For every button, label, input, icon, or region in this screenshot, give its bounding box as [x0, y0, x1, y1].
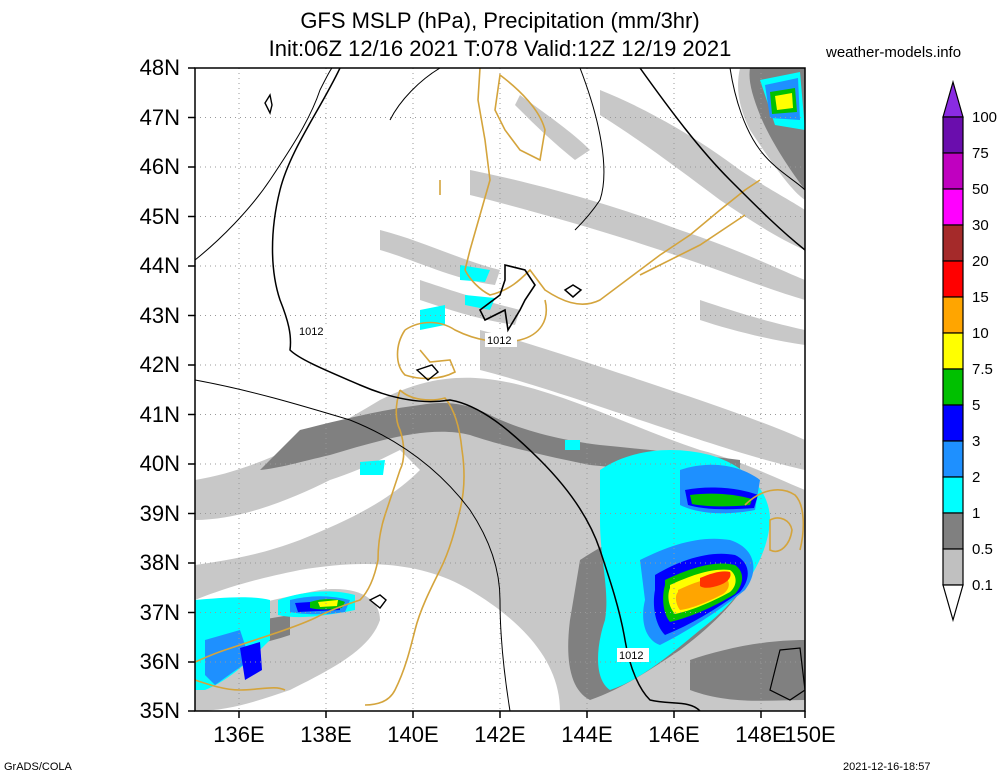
legend-label: 75 — [972, 145, 989, 162]
lon-label: 146E — [648, 722, 700, 747]
lon-label: 136E — [213, 722, 265, 747]
lat-label: 48N — [139, 55, 180, 80]
legend-label: 1 — [972, 505, 981, 522]
legend-swatch — [942, 116, 964, 154]
lon-label: 150E — [784, 722, 836, 747]
legend-swatch — [942, 260, 964, 298]
legend-label: 0.1 — [972, 577, 993, 594]
legend-label: 2 — [972, 469, 981, 486]
isobar-labels: 1012 1012 1012 — [297, 324, 649, 662]
legend-swatch — [942, 368, 964, 406]
isobar-label: 1012 — [619, 650, 643, 662]
footer-software: GrADS/COLA — [4, 761, 72, 773]
coastlines — [195, 68, 805, 706]
legend-label: 20 — [972, 253, 989, 270]
legend-swatch — [942, 332, 964, 370]
lat-label: 45N — [139, 204, 180, 229]
axis-ticks — [188, 67, 806, 718]
lat-label: 47N — [139, 105, 180, 130]
legend-label: 15 — [972, 289, 989, 306]
legend-label: 0.5 — [972, 541, 993, 558]
legend-swatch — [942, 188, 964, 226]
legend-label: 10 — [972, 325, 989, 342]
legend-label: 5 — [972, 397, 981, 414]
isobar-label: 1012 — [299, 326, 323, 338]
lat-label: 37N — [139, 600, 180, 625]
footer-timestamp: 2021-12-16-18:57 — [843, 761, 931, 773]
chart-title: GFS MSLP (hPa), Precipitation (mm/3hr) — [300, 8, 700, 33]
lat-label: 41N — [139, 402, 180, 427]
isobars — [195, 68, 805, 711]
lat-label: 39N — [139, 501, 180, 526]
legend-label: 50 — [972, 181, 989, 198]
lat-label: 38N — [139, 550, 180, 575]
legend-swatch — [942, 296, 964, 334]
source-credit: weather-models.info — [826, 44, 962, 61]
lat-label: 46N — [139, 154, 180, 179]
lat-label: 40N — [139, 451, 180, 476]
legend-label: 100 — [972, 109, 998, 126]
legend-arrow-top — [942, 79, 964, 118]
legend-swatch — [942, 440, 964, 478]
legend-label: 7.5 — [972, 361, 993, 378]
chart-subtitle: Init:06Z 12/16 2021 T:078 Valid:12Z 12/1… — [268, 36, 732, 61]
legend-swatch — [942, 512, 964, 550]
legend-swatch — [942, 476, 964, 514]
legend-arrow-bottom — [942, 584, 964, 623]
legend-label: 30 — [972, 217, 989, 234]
lon-label: 144E — [561, 722, 613, 747]
legend-swatch — [942, 224, 964, 262]
lat-label: 43N — [139, 303, 180, 328]
legend-swatch — [942, 548, 964, 586]
isobar-label: 1012 — [487, 335, 511, 347]
lon-label: 140E — [387, 722, 439, 747]
lat-label: 35N — [139, 698, 180, 723]
legend-swatch — [942, 404, 964, 442]
lon-label: 138E — [300, 722, 352, 747]
lat-label: 36N — [139, 649, 180, 674]
legend-label: 3 — [972, 433, 981, 450]
precip-legend — [942, 79, 964, 623]
lon-label: 142E — [474, 722, 526, 747]
precipitation-layer — [195, 68, 805, 711]
legend-swatch — [942, 152, 964, 190]
lat-label: 42N — [139, 352, 180, 377]
lat-label: 44N — [139, 253, 180, 278]
lon-label: 148E — [735, 722, 787, 747]
